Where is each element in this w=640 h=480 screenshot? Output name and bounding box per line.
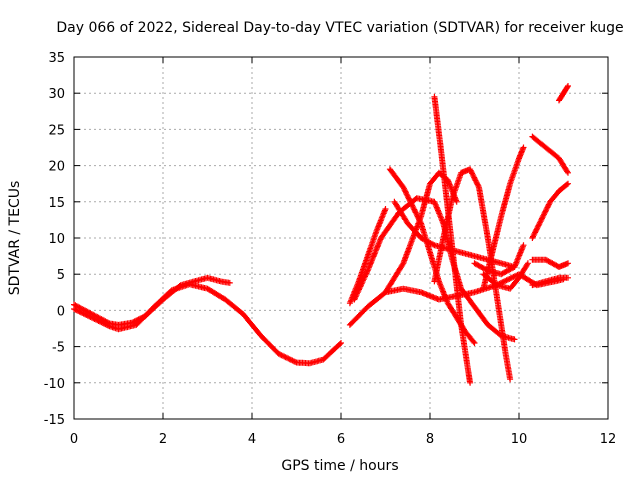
x-tick-label: 6 xyxy=(337,432,345,447)
series-arc-5 xyxy=(346,206,389,307)
x-tick-label: 12 xyxy=(600,432,617,447)
series-markers xyxy=(346,206,389,307)
series-markers xyxy=(529,274,571,289)
series-markers xyxy=(71,281,344,367)
series-arc-15 xyxy=(529,133,571,176)
series-arc-14 xyxy=(529,180,571,241)
series-arc-7 xyxy=(391,198,518,270)
data-series xyxy=(71,83,571,386)
y-tick-label: 10 xyxy=(48,232,65,247)
series-markers xyxy=(529,180,571,241)
series-markers xyxy=(391,198,518,270)
axis-ticks: 0 2 4 6 8 10 12 -15 -10 -5 0 5 10 15 20 25 30 35 xyxy=(44,51,617,447)
series-arc-2 xyxy=(71,281,344,367)
y-tick-label: 15 xyxy=(48,196,65,211)
x-tick-label: 2 xyxy=(159,432,167,447)
grid-lines xyxy=(74,57,608,419)
series-markers xyxy=(529,133,571,176)
series-arc-13 xyxy=(480,260,531,292)
y-tick-label: -10 xyxy=(44,377,65,392)
x-tick-label: 0 xyxy=(70,432,78,447)
series-arc-11 xyxy=(480,144,527,292)
series-markers xyxy=(480,260,531,292)
x-axis-label: GPS time / hours xyxy=(281,458,398,474)
series-arc-16 xyxy=(529,256,571,270)
series-arc-8 xyxy=(382,169,460,296)
y-tick-label: 5 xyxy=(57,268,65,283)
series-arc-9 xyxy=(431,93,474,386)
series-arc-18 xyxy=(556,83,571,104)
y-tick-label: 35 xyxy=(48,51,65,66)
x-tick-label: 10 xyxy=(511,432,528,447)
series-markers xyxy=(556,83,571,104)
chart-title: Day 066 of 2022, Sidereal Day-to-day VTE… xyxy=(56,20,623,36)
series-markers xyxy=(480,144,527,292)
y-axis-label: SDTVAR / TECUs xyxy=(7,181,23,296)
y-tick-label: 25 xyxy=(48,123,65,138)
series-markers xyxy=(431,93,474,386)
y-tick-label: 30 xyxy=(48,87,65,102)
x-tick-label: 8 xyxy=(426,432,434,447)
y-tick-label: -5 xyxy=(52,341,65,356)
x-tick-label: 4 xyxy=(248,432,256,447)
series-arc-17 xyxy=(529,274,571,289)
series-markers xyxy=(382,169,460,296)
series-markers xyxy=(471,242,527,278)
series-markers xyxy=(529,256,571,270)
y-tick-label: -15 xyxy=(44,413,65,428)
y-tick-label: 0 xyxy=(57,304,65,319)
series-arc-12 xyxy=(471,242,527,278)
y-tick-label: 20 xyxy=(48,160,65,175)
